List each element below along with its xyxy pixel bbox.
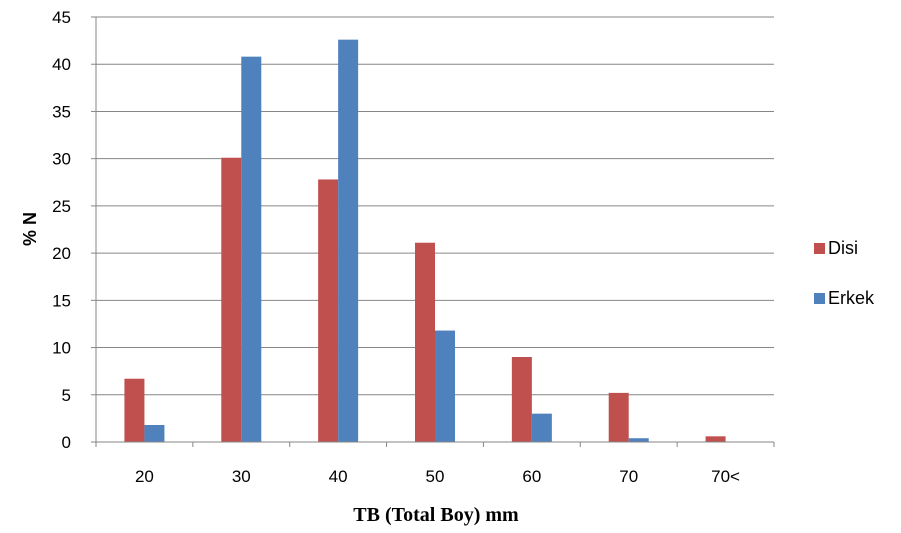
x-tick-label: 20 <box>135 467 154 486</box>
legend: Disi Erkek <box>814 238 875 308</box>
x-tick-label: 40 <box>329 467 348 486</box>
y-tick-label: 15 <box>52 291 71 310</box>
bar-disi-50 <box>415 242 435 442</box>
bar-disi-70 <box>608 392 629 442</box>
legend-swatch-disi <box>814 243 825 254</box>
x-tick-label: 70 <box>619 467 638 486</box>
y-tick-label: 35 <box>52 102 71 121</box>
y-tick-label: 20 <box>52 244 71 263</box>
bar-erkek-50 <box>435 330 455 442</box>
x-tick-label: 30 <box>232 467 251 486</box>
bar-erkek-30 <box>241 56 262 443</box>
bar-disi-60 <box>511 357 532 442</box>
y-tick-label: 5 <box>62 386 71 405</box>
x-tick-label: 70< <box>711 467 740 486</box>
x-tick-labels: 20 30 40 50 60 70 70< <box>135 467 740 486</box>
y-tick-labels: 0 5 10 15 20 25 30 35 40 45 <box>52 8 71 452</box>
y-tick-label: 45 <box>52 8 71 27</box>
x-tick-label: 50 <box>426 467 445 486</box>
bar-disi-30 <box>221 157 242 442</box>
bar-erkek-60 <box>531 413 552 442</box>
bars <box>124 39 726 443</box>
y-tick-label: 30 <box>52 150 71 169</box>
bar-disi-70< <box>705 436 726 442</box>
y-axis-title: % N <box>20 212 40 246</box>
legend-swatch-erkek <box>814 293 825 304</box>
y-tick-label: 10 <box>52 339 71 358</box>
gridlines <box>96 16 774 396</box>
bar-erkek-40 <box>338 39 359 443</box>
legend-label-erkek: Erkek <box>828 288 875 308</box>
x-axis-title: TB (Total Boy) mm <box>353 504 519 526</box>
y-tick-label: 40 <box>52 55 71 74</box>
y-tick-label: 25 <box>52 197 71 216</box>
axes <box>91 16 775 447</box>
y-tick-label: 0 <box>62 433 71 452</box>
legend-label-disi: Disi <box>828 238 858 258</box>
x-tick-label: 60 <box>522 467 541 486</box>
bar-disi-40 <box>318 179 339 442</box>
bar-erkek-70 <box>628 438 649 442</box>
bar-erkek-20 <box>144 425 165 442</box>
bar-disi-20 <box>124 378 145 442</box>
